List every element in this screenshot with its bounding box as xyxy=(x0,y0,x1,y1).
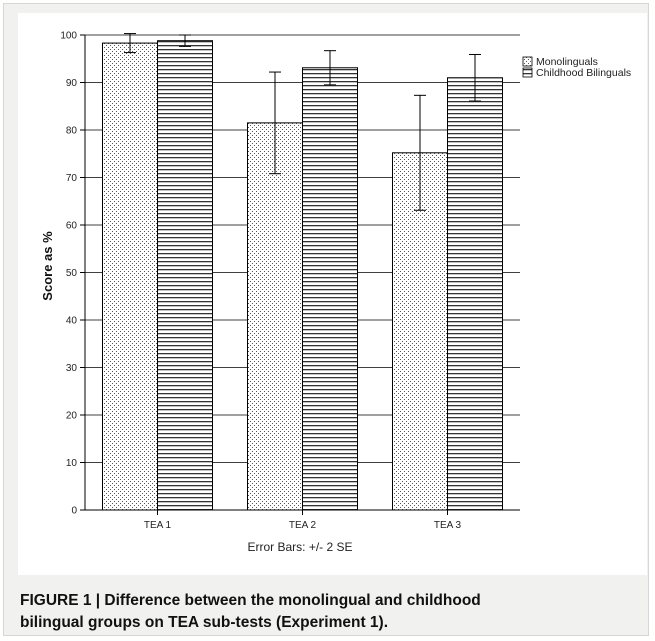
y-tick-label: 0 xyxy=(71,506,77,517)
y-tick-label: 90 xyxy=(66,78,78,89)
y-tick-label: 20 xyxy=(66,411,78,422)
plot-panel: 0 10 20 30 40 50 60 70 80 90 100 TEA 1 TEA 2 TEA 3 Mo… xyxy=(18,13,647,575)
bar-childhood-bilinguals xyxy=(157,40,213,511)
error-bars-note: Error Bars: +/- 2 SE xyxy=(247,540,352,554)
y-tick-label: 40 xyxy=(66,316,78,327)
y-axis-label: Score as % xyxy=(40,231,55,301)
legend-label: Childhood Bilinguals xyxy=(536,67,631,79)
bar-childhood-bilinguals xyxy=(302,67,358,511)
caption-line-1: FIGURE 1 | Difference between the monoli… xyxy=(20,592,481,609)
legend-swatch xyxy=(522,56,533,67)
bar-chart: 0 10 20 30 40 50 60 70 80 90 100 TEA 1 TEA 2 TEA 3 Mo… xyxy=(40,31,631,555)
y-tick-label: 60 xyxy=(66,221,78,232)
y-tick-label: 50 xyxy=(66,268,78,279)
figure-box: 0 10 20 30 40 50 60 70 80 90 100 TEA 1 TEA 2 TEA 3 Mo… xyxy=(3,3,649,636)
axes: 0 10 20 30 40 50 60 70 80 90 100 TEA 1 TEA 2 TEA 3 xyxy=(60,31,520,531)
y-tick-label: 30 xyxy=(66,363,78,374)
bar-monolinguals xyxy=(247,122,303,511)
y-tick-label: 100 xyxy=(60,31,77,42)
x-tick-label: TEA 1 xyxy=(144,520,172,531)
bars xyxy=(102,33,503,511)
caption-line-2: bilingual groups on TEA sub-tests (Exper… xyxy=(20,614,389,631)
bar-childhood-bilinguals xyxy=(447,77,503,511)
y-tick-label: 80 xyxy=(66,126,78,137)
legend-swatch xyxy=(522,67,533,78)
figure-caption: FIGURE 1 | Difference between the monoli… xyxy=(20,590,640,634)
legend-label: Monolinguals xyxy=(536,56,598,68)
x-tick-label: TEA 2 xyxy=(289,520,317,531)
bar-monolinguals xyxy=(102,42,158,511)
x-tick-label: TEA 3 xyxy=(434,520,462,531)
y-tick-label: 70 xyxy=(66,173,78,184)
y-tick-label: 10 xyxy=(66,458,78,469)
